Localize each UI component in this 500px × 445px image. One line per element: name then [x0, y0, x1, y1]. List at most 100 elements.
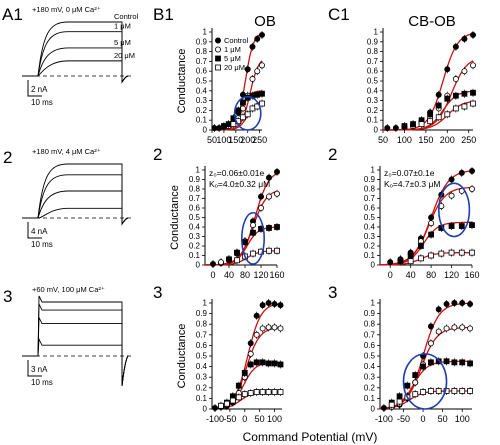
data-point	[240, 114, 246, 121]
data-point	[259, 359, 266, 366]
data-point	[259, 302, 266, 309]
data-point	[459, 388, 466, 394]
data-point	[452, 105, 459, 112]
data-point	[459, 299, 466, 306]
y-tick-label: 0.5	[189, 213, 201, 222]
data-point	[259, 325, 266, 332]
fit-annotation: Kₒ=4.7±0.3 μM	[384, 179, 440, 189]
highlight-ellipse	[233, 95, 262, 131]
current-trace	[22, 190, 129, 226]
y-tick-label: 0.2	[189, 242, 201, 251]
data-point	[244, 66, 251, 73]
trace-panel-2: +180 mV, 4 μM Ca²⁺ 4 nA 10 ms	[22, 147, 134, 249]
data-point	[469, 62, 476, 69]
x-tick-label: -100	[375, 414, 393, 424]
x-tick-label: 50	[438, 414, 448, 424]
data-point	[230, 121, 237, 128]
y-tick-label: 0.9	[189, 175, 201, 184]
data-point	[254, 68, 261, 75]
data-point	[427, 323, 434, 330]
x-tick-label: 0	[388, 270, 393, 280]
data-point	[458, 169, 465, 176]
trace-condition: +60 mV, 100 μM Ca²⁺	[32, 285, 105, 294]
y-tick-label: 0.1	[196, 116, 208, 125]
data-point	[249, 105, 256, 112]
x-tick-label: 250	[252, 135, 267, 145]
data-point	[239, 105, 246, 112]
data-point	[417, 255, 424, 262]
trace-label: Control	[114, 12, 139, 21]
data-point	[451, 299, 458, 306]
data-point	[249, 222, 256, 229]
data-point	[247, 361, 254, 368]
x-axis-label: Command Potential (mV)	[243, 430, 378, 444]
data-point	[448, 176, 455, 183]
x-tick-label: 100	[455, 414, 470, 424]
y-tick-label: 0.7	[364, 330, 376, 339]
data-point	[250, 250, 256, 257]
y-tick-label: 0.7	[196, 57, 208, 66]
data-point	[242, 239, 248, 246]
data-point	[427, 340, 434, 347]
data-point	[420, 389, 426, 395]
y-tick-label: 0.4	[196, 362, 208, 371]
data-point	[225, 121, 232, 128]
data-point	[277, 325, 284, 332]
x-tick-label: 100	[397, 135, 412, 145]
y-tick-label: 0.7	[367, 57, 379, 66]
y-tick-label: 0.3	[189, 232, 201, 241]
highlight-ellipse	[402, 353, 448, 410]
data-point	[435, 102, 442, 109]
data-point	[277, 361, 284, 368]
y-tick-label: 0.4	[196, 86, 208, 95]
y-tick-label: 0.5	[196, 77, 208, 86]
data-point	[265, 174, 272, 181]
x-tick-label: 200	[440, 135, 455, 145]
y-tick-label: 0.6	[367, 67, 379, 76]
data-point	[247, 350, 254, 357]
column-title-ob: OB	[254, 13, 276, 30]
data-point	[467, 360, 473, 367]
fit-curve	[205, 226, 277, 266]
data-point	[250, 229, 256, 236]
y-axis-label: Conductance	[176, 49, 188, 114]
data-point	[235, 107, 242, 114]
current-trace	[22, 31, 129, 84]
data-point	[259, 100, 265, 107]
data-point	[428, 252, 435, 259]
scale-time-label: 10 ms	[31, 378, 53, 387]
x-tick-label: 100	[267, 414, 282, 424]
scale-current-label: 3 nA	[31, 365, 48, 374]
data-point	[401, 123, 408, 129]
data-point	[234, 249, 240, 256]
x-tick-label: 120	[444, 270, 459, 280]
y-tick-label: 0.3	[196, 373, 208, 382]
y-tick-label: 0.3	[364, 373, 376, 382]
data-point	[468, 167, 475, 174]
data-point	[435, 388, 442, 394]
data-point	[241, 370, 248, 376]
data-point	[240, 99, 246, 106]
panel-label-row3-a: 3	[3, 287, 12, 306]
x-tick-label: 100	[216, 135, 231, 145]
data-point	[253, 312, 260, 319]
data-point	[470, 100, 476, 107]
panel-label-c1: C1	[328, 5, 350, 24]
legend-label: 5 μM	[224, 54, 241, 63]
data-point	[469, 31, 476, 38]
fit-curve	[380, 252, 472, 266]
scale-bar	[27, 222, 42, 239]
data-point	[221, 123, 227, 129]
y-tick-label: 0.8	[364, 185, 376, 194]
x-tick-label: 120	[253, 270, 268, 280]
y-tick-label: 0.3	[367, 96, 379, 105]
data-point	[392, 125, 399, 132]
y-tick-label: 1	[196, 166, 201, 175]
trace-label: 20 μM	[114, 51, 135, 60]
legend-marker	[214, 46, 221, 53]
trace-panel-3: +60 mV, 100 μM Ca²⁺ 3 nA 10 ms	[22, 285, 134, 387]
data-point	[469, 249, 475, 256]
